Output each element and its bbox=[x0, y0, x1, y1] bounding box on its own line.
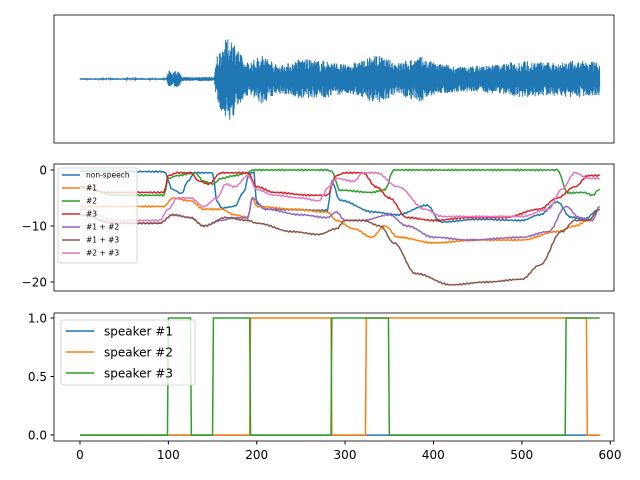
x-tick-label: 400 bbox=[422, 448, 445, 462]
speaker-line-3 bbox=[79, 317, 600, 436]
y-tick-label: 0.0 bbox=[28, 429, 47, 443]
speakers-x-ticks: 0 100 200 300 400 500 600 bbox=[76, 441, 621, 462]
x-tick-label: 0 bbox=[76, 448, 84, 462]
series-line-2 bbox=[79, 196, 600, 245]
legend-label: speaker #2 bbox=[104, 346, 173, 360]
waveform-line bbox=[79, 39, 601, 120]
series-line-7 bbox=[79, 171, 601, 223]
scores-y-ticks: 0 −10 −20 bbox=[22, 164, 54, 290]
waveform-axes bbox=[53, 14, 615, 144]
speakers-axes: 1.0 0.5 0.0 0 100 200 300 400 500 600 sp… bbox=[28, 312, 622, 463]
scores-axes: 0 −10 −20 non-speech #1 #2 #3 #1 + #2 #1 + #3… bbox=[22, 164, 615, 292]
scores-legend: non-speech #1 #2 #3 #1 + #2 #1 + #3 #2 + #3 bbox=[57, 167, 138, 264]
speakers-y-ticks: 1.0 0.5 0.0 bbox=[28, 312, 54, 443]
y-tick-label: −10 bbox=[22, 220, 47, 234]
legend-label: #2 + #3 bbox=[86, 249, 119, 258]
legend-label: #1 + #3 bbox=[86, 236, 119, 245]
x-tick-label: 300 bbox=[334, 448, 357, 462]
legend-label: non-speech bbox=[86, 171, 130, 180]
y-tick-label: 0.5 bbox=[28, 370, 47, 384]
y-tick-label: −20 bbox=[22, 276, 47, 290]
legend-label: #1 bbox=[86, 184, 97, 193]
legend-label: speaker #3 bbox=[104, 367, 173, 381]
speakers-lines bbox=[79, 317, 600, 436]
legend-label: speaker #1 bbox=[104, 325, 173, 339]
x-tick-label: 600 bbox=[599, 448, 622, 462]
legend-label: #1 + #2 bbox=[86, 223, 119, 232]
x-tick-label: 200 bbox=[245, 448, 268, 462]
x-tick-label: 100 bbox=[157, 448, 180, 462]
series-line-6 bbox=[79, 208, 601, 287]
legend-label: #2 bbox=[86, 197, 97, 206]
waveform-lines bbox=[79, 39, 601, 120]
scores-lines bbox=[79, 168, 601, 287]
legend-label: #3 bbox=[86, 210, 97, 219]
y-tick-label: 1.0 bbox=[28, 312, 47, 326]
speakers-legend: speaker #1 speaker #2 speaker #3 bbox=[60, 319, 196, 386]
x-tick-label: 500 bbox=[510, 448, 533, 462]
y-tick-label: 0 bbox=[39, 164, 47, 178]
